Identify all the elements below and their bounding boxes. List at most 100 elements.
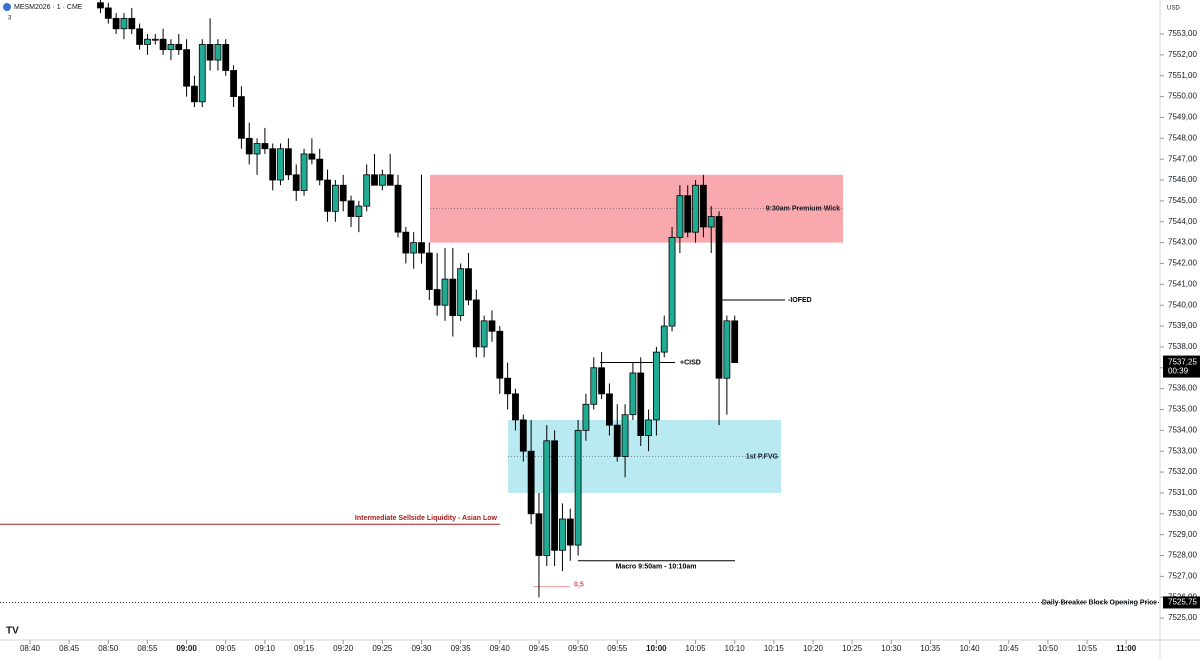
candle-body bbox=[167, 44, 175, 51]
candle-body bbox=[136, 28, 144, 45]
y-tick-label: 7545,00 bbox=[1168, 196, 1197, 205]
candle-body bbox=[386, 174, 394, 186]
y-tick-label: 7553,00 bbox=[1168, 29, 1197, 38]
x-tick-label: 08:45 bbox=[59, 644, 80, 653]
symbol-title: MESM2026 · 1 · CME bbox=[14, 4, 83, 11]
y-tick-label: 7540,00 bbox=[1168, 300, 1197, 309]
candle-body bbox=[660, 325, 668, 353]
x-tick-label: 08:55 bbox=[137, 644, 158, 653]
candle-body bbox=[410, 242, 418, 254]
indicator-count: 3 bbox=[8, 16, 12, 22]
x-tick-label: 09:00 bbox=[176, 644, 197, 653]
countdown: 00:39 bbox=[1168, 367, 1189, 376]
candle-body bbox=[551, 440, 559, 551]
x-tick-label: 10:55 bbox=[1077, 644, 1098, 653]
x-tick-label: 10:00 bbox=[646, 644, 667, 653]
candle-body bbox=[253, 143, 261, 155]
x-tick-label: 10:45 bbox=[999, 644, 1020, 653]
candle-body bbox=[676, 195, 684, 238]
level-label: -IOFED bbox=[788, 297, 812, 304]
candle-body bbox=[144, 38, 151, 45]
candle-body bbox=[629, 372, 637, 416]
symbol-flag bbox=[3, 3, 11, 11]
zone-label: 9:30am Premium Wick bbox=[766, 206, 840, 213]
candle-body bbox=[613, 424, 621, 457]
candle-body bbox=[504, 377, 512, 395]
y-tick-label: 7546,00 bbox=[1168, 175, 1197, 184]
candle-body bbox=[355, 205, 363, 217]
candle-body bbox=[292, 174, 300, 191]
candle-body bbox=[128, 17, 136, 30]
candle-body bbox=[120, 17, 128, 30]
candle-body bbox=[582, 403, 590, 431]
candle-body bbox=[621, 414, 629, 457]
level-label: 0,5 bbox=[574, 582, 584, 589]
candle-body bbox=[418, 242, 425, 254]
level-label: +CISD bbox=[680, 359, 701, 366]
candle-body bbox=[198, 44, 206, 103]
x-tick-label: 09:50 bbox=[568, 644, 589, 653]
last-price: 7537,25 bbox=[1168, 358, 1197, 367]
level-label: Macro 9:50am - 10:10am bbox=[616, 564, 697, 571]
candle-body bbox=[324, 179, 331, 212]
candle-body bbox=[731, 320, 739, 363]
x-tick-label: 11:00 bbox=[1116, 644, 1137, 653]
x-tick-label: 10:35 bbox=[920, 644, 941, 653]
candle-body bbox=[238, 96, 245, 139]
zone-label: 1st P.FVG bbox=[746, 453, 779, 460]
x-tick-label: 09:55 bbox=[607, 644, 628, 653]
y-tick-label: 7525,00 bbox=[1168, 613, 1197, 622]
x-tick-label: 08:50 bbox=[98, 644, 119, 653]
y-tick-label: 7551,00 bbox=[1168, 71, 1197, 80]
candle-body bbox=[269, 148, 277, 181]
candle-body bbox=[527, 450, 535, 515]
candle-body bbox=[715, 216, 723, 379]
candle-body bbox=[245, 137, 253, 155]
candle-body bbox=[159, 38, 167, 51]
candle-body bbox=[441, 278, 449, 306]
candle-body bbox=[104, 7, 112, 19]
level-label: Intermediate Sellside Liquidity - Asian … bbox=[355, 515, 498, 522]
zone bbox=[430, 174, 843, 243]
candle-body bbox=[261, 143, 269, 150]
x-tick-label: 09:40 bbox=[490, 644, 511, 653]
candle-body bbox=[433, 289, 441, 306]
x-tick-label: 09:15 bbox=[294, 644, 315, 653]
breaker-price: 7525,75 bbox=[1168, 598, 1197, 607]
candle-body bbox=[230, 70, 237, 97]
candle-body bbox=[496, 330, 504, 379]
currency: USD bbox=[1167, 6, 1180, 12]
y-tick-label: 7535,00 bbox=[1168, 405, 1197, 414]
candle-body bbox=[191, 85, 198, 103]
candle-body bbox=[699, 184, 707, 228]
candle-body bbox=[151, 38, 159, 41]
x-tick-label: 10:25 bbox=[842, 644, 863, 653]
candle-body bbox=[284, 148, 292, 176]
y-tick-label: 7536,00 bbox=[1168, 384, 1197, 393]
candle-body bbox=[512, 393, 519, 421]
breaker-price-box bbox=[1163, 596, 1200, 609]
y-tick-label: 7538,00 bbox=[1168, 342, 1197, 351]
x-tick-label: 10:40 bbox=[960, 644, 981, 653]
logo: TV bbox=[6, 626, 19, 637]
candle-body bbox=[449, 278, 457, 317]
candle-body bbox=[707, 216, 715, 228]
candle-body bbox=[684, 195, 692, 233]
candle-body bbox=[425, 252, 433, 290]
candle-body bbox=[606, 393, 613, 426]
candle-body bbox=[277, 148, 284, 181]
candle-body bbox=[402, 231, 410, 254]
y-tick-label: 7541,00 bbox=[1168, 279, 1197, 288]
candle-body bbox=[519, 419, 527, 452]
y-tick-label: 7544,00 bbox=[1168, 217, 1197, 226]
candle-body bbox=[97, 2, 104, 9]
y-tick-label: 7550,00 bbox=[1168, 92, 1197, 101]
x-tick-label: 09:30 bbox=[411, 644, 432, 653]
x-tick-label: 10:15 bbox=[764, 644, 785, 653]
candle-body bbox=[668, 236, 676, 327]
candle-body bbox=[331, 184, 339, 212]
x-tick-label: 09:25 bbox=[372, 644, 393, 653]
candle-body bbox=[363, 174, 371, 207]
